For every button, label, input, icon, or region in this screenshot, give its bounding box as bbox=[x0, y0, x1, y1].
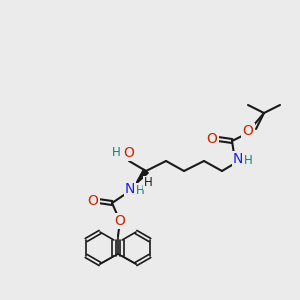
Text: N: N bbox=[233, 152, 243, 166]
Text: O: O bbox=[124, 146, 134, 160]
Text: H: H bbox=[136, 184, 144, 196]
Text: O: O bbox=[243, 124, 254, 138]
Text: H: H bbox=[244, 154, 252, 166]
Text: O: O bbox=[207, 132, 218, 146]
Polygon shape bbox=[135, 169, 148, 185]
Text: O: O bbox=[88, 194, 98, 208]
Text: O: O bbox=[115, 214, 125, 228]
Text: H: H bbox=[112, 146, 121, 160]
Text: H: H bbox=[144, 176, 152, 190]
Text: N: N bbox=[125, 182, 135, 196]
